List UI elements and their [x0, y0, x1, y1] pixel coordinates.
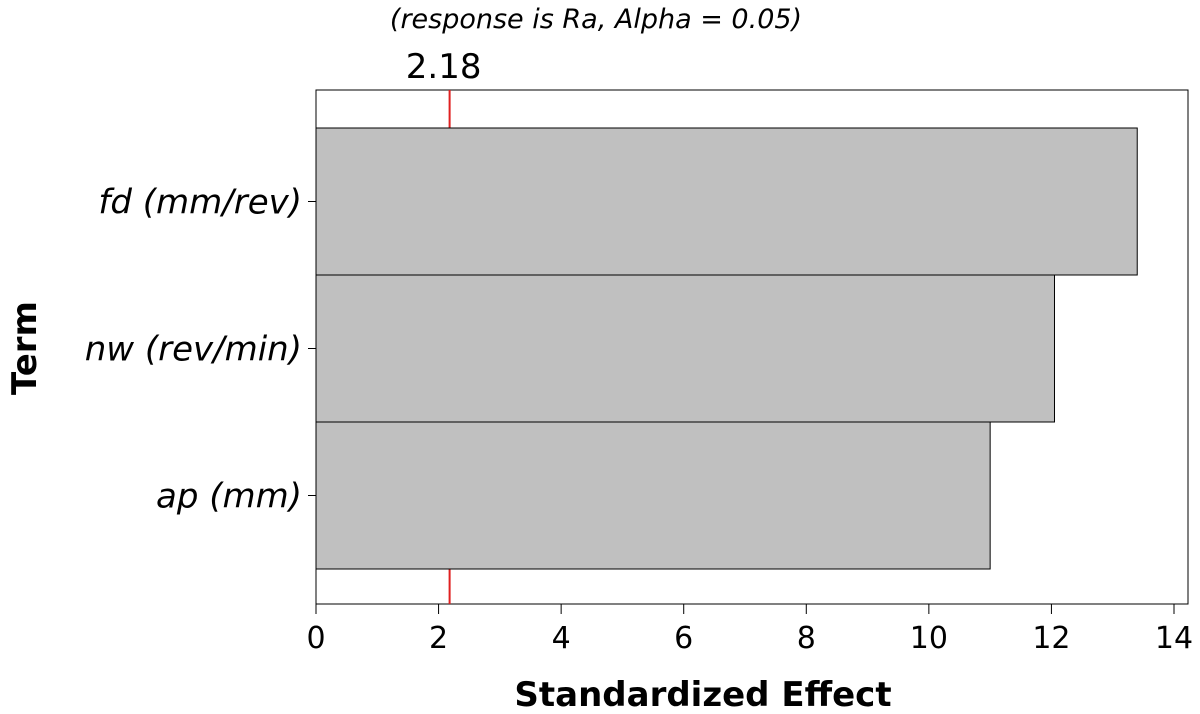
- x-tick-label: 4: [552, 621, 571, 656]
- x-tick-label: 8: [797, 621, 816, 656]
- chart-subtitle: (response is Ra, Alpha = 0.05): [390, 4, 802, 35]
- bar: [315, 127, 1138, 276]
- x-tick-label: 2: [429, 621, 448, 656]
- bar: [315, 421, 991, 570]
- x-tick-label: 14: [1155, 621, 1193, 656]
- x-tick-label: 10: [910, 621, 948, 656]
- x-tick-label: 12: [1032, 621, 1070, 656]
- reference-line-label: 2.18: [406, 47, 482, 87]
- y-tick-label: ap (mm): [156, 477, 302, 517]
- bars-group: [315, 127, 1138, 570]
- x-tick-label: 0: [306, 621, 325, 656]
- y-tick-label: nw (rev/min): [85, 330, 302, 370]
- x-axis-title: Standardized Effect: [514, 675, 891, 714]
- y-axis-title: Term: [5, 301, 45, 395]
- x-tick-label: 6: [674, 621, 693, 656]
- y-ticks: fd (mm/rev) nw (rev/min) ap (mm): [85, 183, 316, 517]
- bar: [315, 274, 1055, 423]
- y-tick-label: fd (mm/rev): [98, 183, 302, 223]
- x-ticks: 0 2 4 6 8 10 12 14: [306, 604, 1193, 656]
